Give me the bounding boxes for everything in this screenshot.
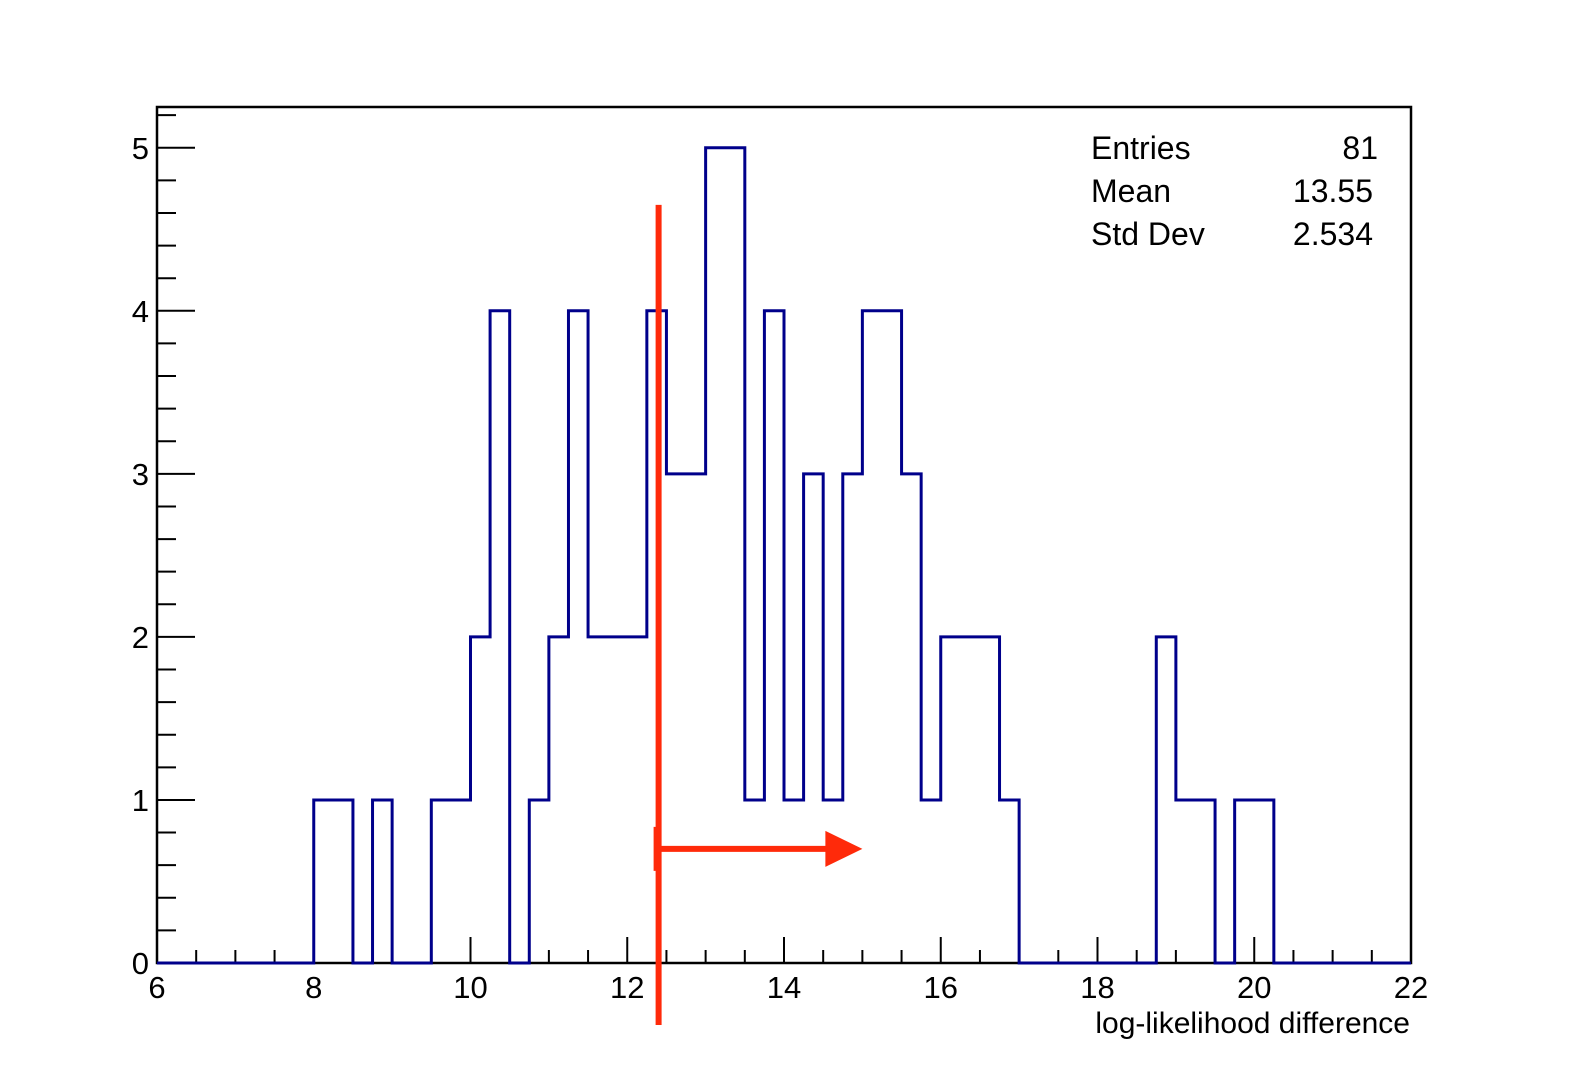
y-tick-label: 2	[132, 620, 149, 655]
x-axis-title: log-likelihood difference	[1095, 1007, 1410, 1040]
y-axis-ticks	[157, 114, 195, 964]
x-tick-label: 16	[924, 970, 958, 1005]
x-tick-label: 14	[767, 970, 801, 1005]
y-axis-tick-labels: 0 1 2 3 4 5	[132, 131, 149, 981]
arrow-head	[825, 830, 863, 867]
stats-entries-value: 81	[1342, 130, 1378, 166]
x-tick-label: 6	[148, 970, 165, 1005]
y-tick-label: 5	[132, 131, 149, 166]
y-tick-label: 0	[132, 946, 149, 981]
x-tick-label: 20	[1237, 970, 1271, 1005]
y-tick-label: 4	[132, 294, 149, 329]
x-tick-label: 18	[1080, 970, 1114, 1005]
x-tick-label: 10	[453, 970, 487, 1005]
x-axis-ticks	[156, 937, 1412, 963]
stats-std-label: Std Dev	[1091, 216, 1205, 252]
x-tick-label: 12	[610, 970, 644, 1005]
stats-entries-label: Entries	[1091, 130, 1191, 166]
cut-marker	[653, 204, 863, 1025]
y-tick-label: 1	[132, 783, 149, 818]
stats-std-value: 2.534	[1293, 216, 1373, 252]
y-tick-label: 3	[132, 457, 149, 492]
stats-mean-label: Mean	[1091, 173, 1171, 209]
x-tick-label: 22	[1394, 970, 1428, 1005]
histogram-series	[157, 146, 1411, 965]
x-tick-label: 8	[305, 970, 322, 1005]
stats-mean-value: 13.55	[1293, 173, 1373, 209]
x-axis-tick-labels: 6 8 10 12 14 16 18 20 22	[148, 970, 1428, 1005]
stats-box: Entries 81 Mean 13.55 Std Dev 2.534	[1091, 130, 1378, 252]
